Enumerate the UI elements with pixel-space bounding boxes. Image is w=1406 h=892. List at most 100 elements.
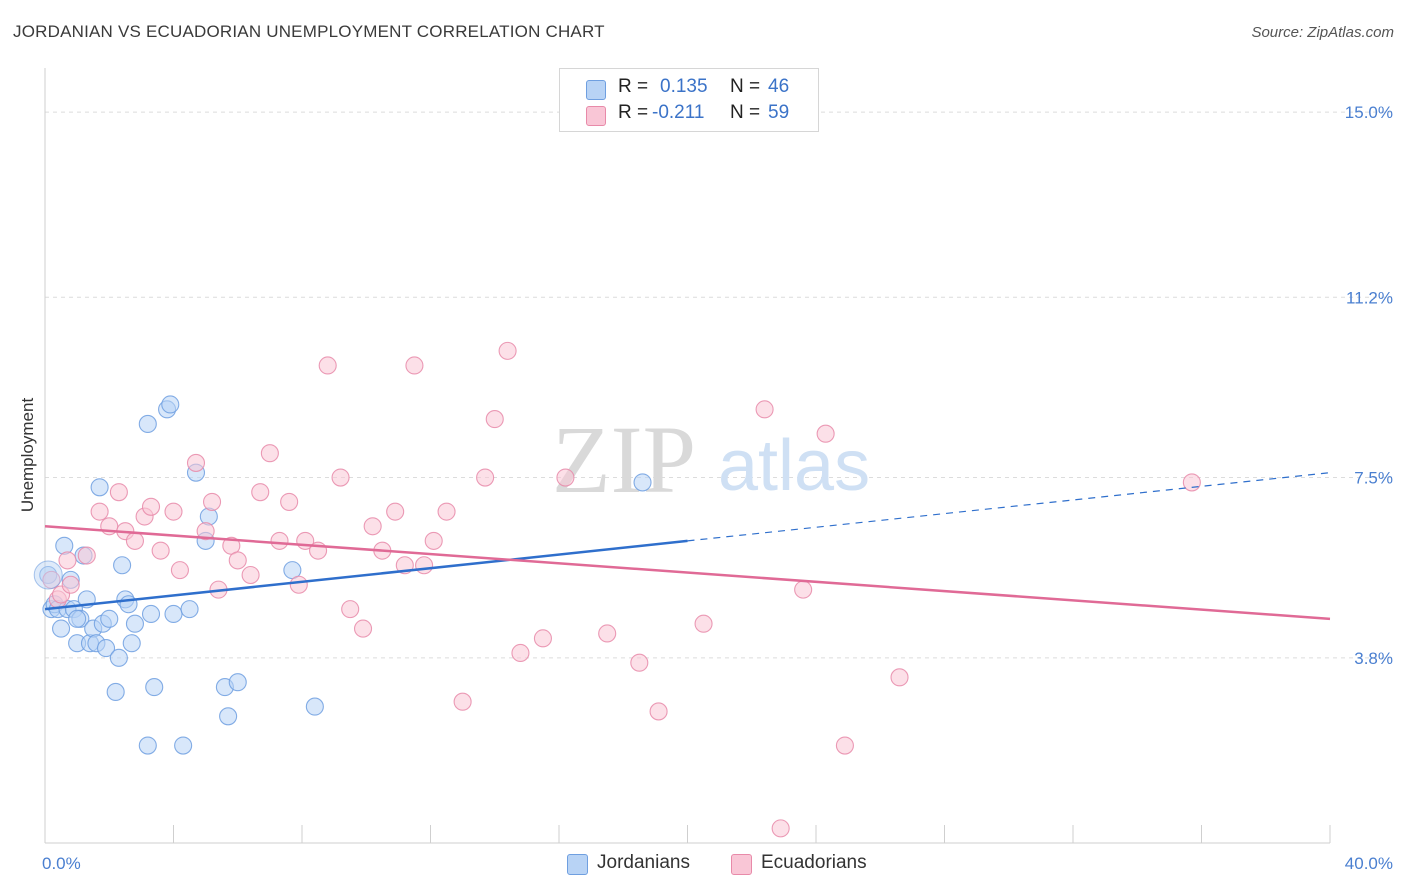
ecuadorian-point (694, 614, 713, 633)
ecuadorian-point (341, 600, 360, 619)
ecuadorian-point (485, 410, 504, 429)
ecuadorian-point (498, 341, 517, 360)
ecuadorian-point (1182, 473, 1201, 492)
ecuadorian-point (109, 483, 128, 502)
watermark-atlas: atlas (718, 426, 870, 506)
jordanian-point (174, 736, 193, 755)
y-tick-label: 7.5% (1354, 469, 1393, 488)
x-tick-label: 40.0% (1345, 854, 1393, 873)
jordanian-point (219, 707, 238, 726)
ecuadorian-point (196, 522, 215, 541)
chart-title: JORDANIAN VS ECUADORIAN UNEMPLOYMENT COR… (13, 22, 605, 41)
ecuadorian-point (353, 619, 373, 638)
n-value-ecuadorians: 59 (768, 102, 790, 123)
legend-label-ecuadorians: Ecuadorians (761, 852, 867, 873)
stats-swatch-jordanians (586, 80, 606, 100)
y-tick-label: 15.0% (1345, 103, 1393, 122)
jordanian-point (141, 604, 161, 624)
ecuadorian-point (511, 643, 530, 663)
jordanian-point (125, 614, 144, 633)
jordanian-point (164, 604, 183, 624)
ecuadorian-point (598, 624, 617, 643)
ecuadorian-point (318, 356, 337, 375)
data-points (33, 341, 1201, 838)
jordanian-trend-extension (687, 472, 1331, 542)
axes (44, 68, 1331, 844)
ecuadorian-point (164, 502, 183, 521)
n-label: N = (730, 76, 761, 97)
jordanian-point (633, 473, 652, 492)
ecuadorian-point (771, 819, 790, 838)
y-tick-label: 3.8% (1354, 649, 1393, 668)
jordanian-point (122, 634, 141, 653)
ecuadorian-point (556, 468, 575, 487)
ecuadorian-point (363, 517, 382, 536)
ecuadorian-point (61, 575, 80, 594)
jordanian-point (161, 395, 180, 414)
jordanian-point (90, 478, 109, 497)
source-credit: Source: ZipAtlas.com (1251, 24, 1394, 41)
ecuadorian-point (228, 551, 247, 570)
ecuadorian-point (386, 502, 405, 521)
r-value-ecuadorians: -0.211 (652, 102, 705, 123)
jordanian-point (138, 414, 157, 434)
jordanian-point (113, 556, 132, 575)
jordanian-trend-line (44, 539, 688, 611)
legend-label-jordanians: Jordanians (597, 852, 690, 873)
n-value-jordanians: 46 (768, 76, 790, 97)
r-label: R = (618, 76, 649, 97)
y-tick-labels: 3.8% 7.5% 11.2% 15.0% (1345, 103, 1393, 668)
ecuadorian-point (203, 492, 222, 511)
ecuadorian-point (331, 468, 350, 487)
ecuadorian-point (251, 483, 270, 502)
legend-swatch-jordanians (567, 854, 588, 875)
ecuadorian-point (794, 580, 813, 599)
r-label: R = (618, 102, 649, 123)
jordanian-point (100, 609, 119, 628)
legend-swatch-ecuadorians (731, 854, 752, 875)
jordanian-point (55, 536, 74, 555)
ecuadorian-point (630, 653, 649, 672)
jordanian-point (109, 648, 128, 667)
watermark: ZIP atlas (552, 406, 870, 513)
jordanian-point (119, 595, 138, 614)
ecuadorian-point (260, 444, 279, 463)
ecuadorian-point (890, 668, 909, 687)
ecuadorian-point (77, 546, 96, 565)
ecuadorian-point (280, 492, 299, 511)
ecuadorian-point (289, 575, 308, 594)
n-label: N = (730, 102, 761, 123)
ecuadorian-point (437, 502, 456, 521)
watermark-zip: ZIP (552, 406, 696, 513)
ecuadorian-point (125, 531, 144, 550)
trend-lines (44, 472, 1331, 621)
stats-legend: R = 0.135 N = 46 R = -0.211 N = 59 (559, 68, 819, 132)
ecuadorian-point (90, 502, 109, 521)
ecuadorian-point (170, 561, 189, 580)
grid-lines (45, 111, 1392, 659)
ecuadorian-point (141, 497, 161, 516)
ecuadorian-point (151, 541, 170, 560)
r-value-jordanians: 0.135 (660, 76, 708, 97)
ecuadorian-point (270, 531, 289, 550)
ecuadorian-point (415, 556, 434, 575)
ecuadorian-point (649, 702, 668, 721)
jordanian-point (68, 609, 87, 628)
y-tick-label: 11.2% (1346, 288, 1393, 307)
ecuadorian-point (476, 468, 495, 487)
ecuadorian-point (405, 356, 424, 375)
jordanian-point (199, 507, 218, 526)
ecuadorian-point (835, 736, 854, 755)
ecuadorian-trend-line (44, 525, 1331, 621)
jordanian-point (33, 560, 63, 590)
jordanian-point (52, 619, 71, 638)
x-tick-label: 0.0% (42, 854, 81, 873)
x-tick-labels: 0.0% 40.0% (42, 854, 1393, 873)
jordanian-point (96, 639, 116, 658)
ecuadorian-point (533, 629, 552, 648)
ecuadorian-point (816, 424, 835, 443)
jordanian-point (180, 600, 199, 619)
jordanian-point (228, 673, 247, 692)
ecuadorian-point (241, 565, 260, 585)
jordanian-point (145, 678, 164, 697)
